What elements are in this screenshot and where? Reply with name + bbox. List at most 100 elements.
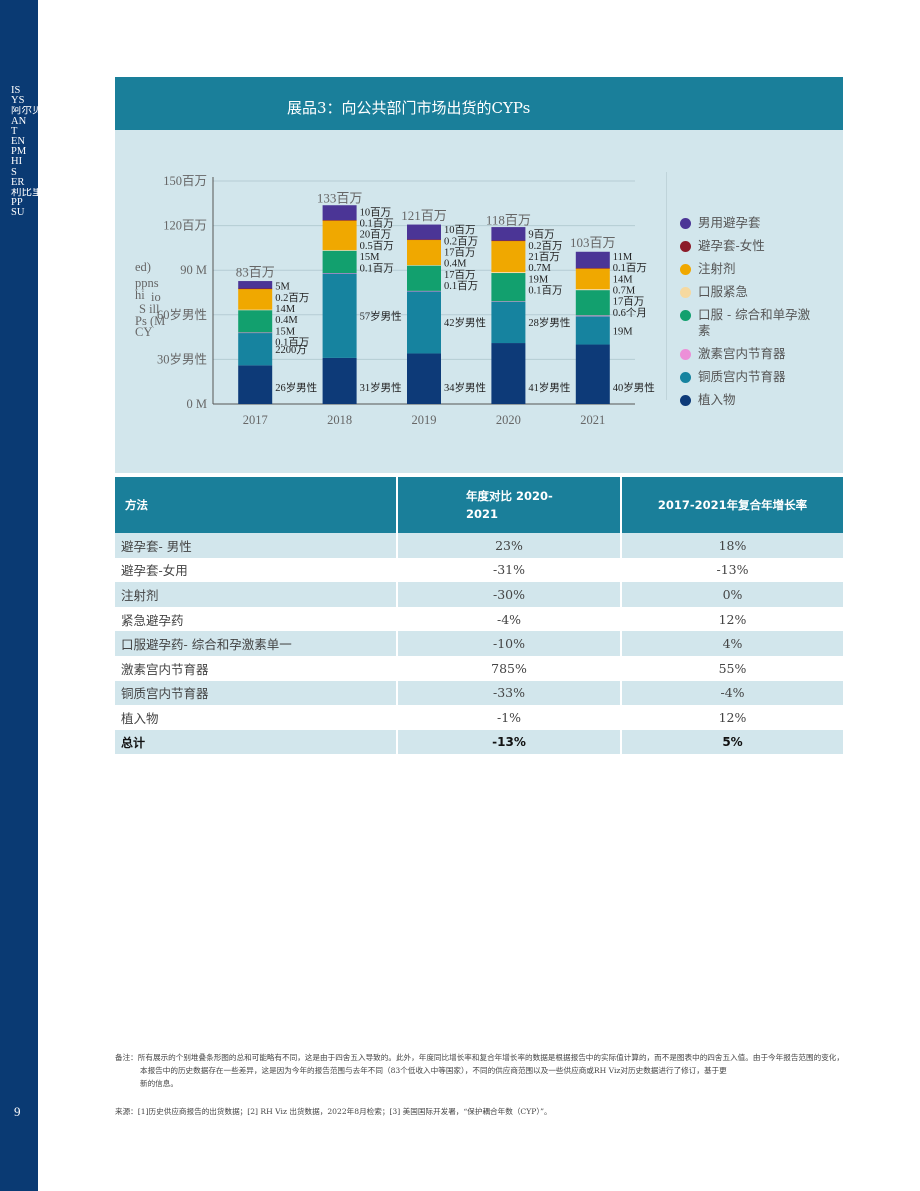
legend-item: 注射剂 (680, 261, 840, 277)
total-label: 83百万 (236, 265, 275, 280)
bar-segment (575, 289, 610, 291)
sidebar-line: S (11, 167, 17, 178)
bar-segment (491, 273, 526, 302)
table-header-row: 方法 年度对比 2020- 2021 2017-2021年复合年增长率 (115, 477, 843, 533)
data-label: 0.4M (275, 315, 298, 326)
cell-method: 避孕套-女用 (121, 563, 188, 579)
cell-method: 铜质宫内节育器 (115, 680, 396, 706)
cell-yoy: -30% (396, 582, 620, 607)
y-axis-label-fragment: S ill (139, 302, 160, 316)
table-row: 植入物 -1% 12% (115, 705, 843, 730)
data-label: 17百万 (613, 296, 645, 308)
data-label: 17百万 (444, 269, 476, 281)
exhibit-header: 展品3：向公共部门市场出货的CYPs (115, 77, 843, 130)
cell-cagr: 12% (620, 606, 843, 632)
table-row: 激素宫内节育器 785% 55% (115, 655, 843, 681)
sidebar-line: IS (11, 86, 21, 96)
notes: 备注：所有展示的个别堆叠条形图的总和可能略有不同，这是由于四舍五入导致的。此外，… (115, 1051, 920, 1090)
bar-segment (407, 264, 441, 266)
cell-cagr: 0% (620, 582, 843, 607)
bar-segment (322, 273, 357, 358)
sidebar-line: HI (11, 157, 23, 168)
legend-label: 植入物 (698, 392, 736, 407)
bar-segment (407, 291, 441, 354)
legend-swatch (680, 287, 691, 298)
cell-method: 避孕套- 男性 (115, 533, 396, 558)
cell-method: 紧急避孕药 (121, 612, 184, 628)
data-label: 0.2百万 (444, 235, 478, 247)
bar-segment (407, 224, 441, 240)
y-tick-label: 30岁男性 (157, 351, 207, 366)
bar-segment (491, 240, 526, 242)
legend-label: 注射剂 (698, 261, 736, 276)
bar-segment (407, 239, 441, 265)
y-tick-label: 90 M (180, 263, 207, 277)
legend-item: 男用避孕套 (680, 215, 840, 231)
total-label: 133百万 (317, 190, 363, 205)
growth-table: 方法 年度对比 2020- 2021 2017-2021年复合年增长率 避孕套-… (115, 477, 843, 755)
legend-label: 避孕套-女性 (698, 238, 765, 253)
bar-segment (238, 288, 273, 290)
data-label: 0.4M (444, 259, 467, 270)
cell-cagr: -13% (620, 557, 843, 583)
bar-segment (407, 239, 441, 241)
table-body: 避孕套- 男性 23% 18% 避孕套-女用 -31% -13% 注射剂 -30% 0% 紧急避孕… (115, 533, 843, 755)
x-tick-label: 2020 (496, 413, 521, 427)
table-total-row: 总计 -13% 5% (115, 729, 843, 755)
legend-swatch (680, 264, 691, 275)
bar-segment (491, 227, 526, 241)
bar-segment (491, 343, 526, 404)
bar-segment (491, 301, 526, 344)
data-label: 0.6个月 (613, 307, 647, 319)
cell-method: 口服避孕药- 综合和孕激素单一 (115, 631, 396, 656)
y-axis-label-fragment: Ps (M (135, 314, 165, 328)
data-label: 10百万 (360, 206, 392, 218)
header-yoy-line2: 2021 (466, 507, 499, 521)
sidebar-line: 利比里 (11, 188, 38, 199)
bar-segment (322, 220, 357, 250)
data-label: 19M (613, 326, 634, 337)
data-label: 0.5百万 (360, 240, 394, 252)
data-label: 41岁男性 (528, 381, 570, 394)
bar-segment (322, 205, 357, 221)
bar-segment (575, 268, 610, 269)
x-tick-label: 2017 (243, 413, 268, 427)
page-number: 9 (14, 1104, 21, 1119)
cell-method: 总计 (115, 729, 396, 755)
y-tick-label: 60岁男性 (157, 307, 207, 322)
note-line: 本报告中的历史数据存在一些差异，这是因为今年的报告范围与去年不同（83个低收入中… (140, 1066, 727, 1075)
cell-cagr: 5% (620, 729, 843, 755)
data-label: 0.7M (613, 285, 636, 296)
legend-swatch (680, 349, 691, 360)
sidebar-line: EN (11, 137, 25, 148)
sidebar: IS YS 阿尔贝 AN T EN PM HI S ER 利比里 PP SU 9 (0, 0, 38, 1191)
data-label: 5M (275, 282, 290, 293)
data-label: 11M (613, 252, 633, 263)
sidebar-line: 阿尔贝 (11, 106, 38, 117)
exhibit-title: 展品3：向公共部门市场出货的CYPs (287, 99, 531, 117)
cell-yoy: -31% (396, 557, 620, 583)
cell-method: 植入物 (121, 710, 159, 726)
cell-yoy: -33% (396, 680, 620, 706)
header-yoy-line1: 年度对比 2020- (466, 489, 553, 503)
cell-yoy: 23% (396, 533, 620, 558)
bar-segment (238, 332, 273, 366)
header-cagr: 2017-2021年复合年增长率 (620, 477, 843, 533)
data-label: 15M (275, 326, 296, 337)
cell-method: 注射剂 (115, 582, 396, 607)
bar-segment (407, 265, 441, 291)
data-label: 20百万 (360, 229, 392, 241)
x-tick-label: 2021 (580, 413, 605, 427)
data-label: 0.1百万 (528, 285, 562, 297)
table-row: 注射剂 -30% 0% (115, 582, 843, 607)
bar-segment (575, 290, 610, 316)
table-row: 铜质宫内节育器 -33% -4% (115, 680, 843, 706)
bar-segment (238, 332, 273, 334)
exhibit-panel: 展品3：向公共部门市场出货的CYPs 150百万 120百万 90 M 60岁男性 30… (115, 77, 843, 473)
data-label: 2200万 (275, 345, 307, 356)
y-tick-label: 120百万 (163, 219, 207, 233)
sidebar-line: YS (11, 96, 25, 107)
data-label: 9百万 (528, 229, 554, 241)
data-label: 0.2百万 (528, 240, 562, 252)
legend-label: 口服 - 综合和单孕激素 (698, 307, 811, 338)
